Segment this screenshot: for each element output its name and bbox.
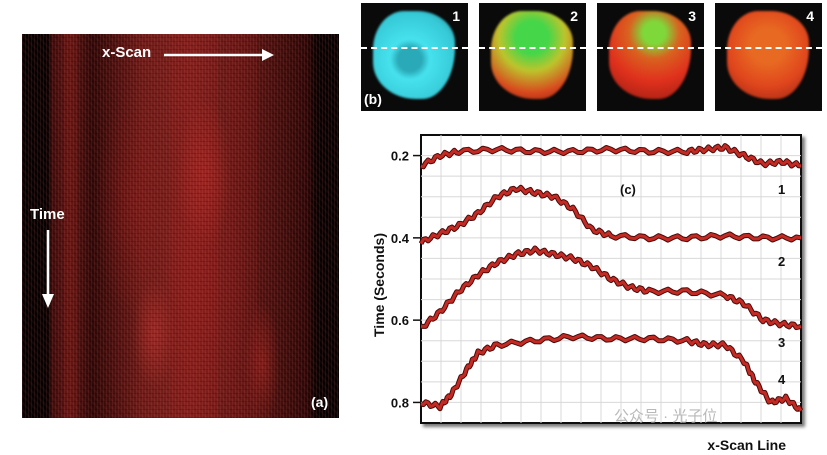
time-arrow-icon xyxy=(42,230,54,308)
series-label: 1 xyxy=(778,182,785,197)
kymograph-band xyxy=(64,34,78,418)
series-line-2 xyxy=(419,185,802,245)
kymograph-band xyxy=(227,34,257,418)
series-line-1 xyxy=(420,144,802,169)
y-tick-label: 0.6 xyxy=(391,313,409,328)
series-label: 4 xyxy=(778,372,786,387)
cell-frame-4: 4 xyxy=(715,3,822,111)
kymograph-band xyxy=(170,34,218,418)
y-tick-label: 0.4 xyxy=(391,231,410,246)
scan-line xyxy=(597,47,704,49)
series-group xyxy=(418,143,804,413)
scan-line xyxy=(361,47,468,49)
scan-line xyxy=(479,47,586,49)
y-axis: 0.2 0.4 0.6 0.8 xyxy=(391,149,421,410)
panel-b-label: (b) xyxy=(364,91,382,107)
x-scan-label: x-Scan xyxy=(102,44,152,61)
cell-frame-1: 1 (b) xyxy=(361,3,468,111)
cell-frame-3: 3 xyxy=(597,3,704,111)
x-scan-arrow-icon xyxy=(164,49,274,61)
frame-number: 4 xyxy=(806,8,814,24)
kymograph-image xyxy=(22,34,339,418)
kymograph-panel: x-Scan Time (a) xyxy=(22,34,339,418)
kymograph-noise xyxy=(22,34,339,418)
frame-number: 2 xyxy=(570,8,578,24)
y-tick-label: 0.8 xyxy=(391,395,409,410)
panel-a-label: (a) xyxy=(311,394,329,410)
series-label: 3 xyxy=(778,335,785,350)
series-labels: 1 2 3 4 xyxy=(778,182,786,387)
frame-number: 3 xyxy=(688,8,696,24)
watermark: 公众号 · 光子位 xyxy=(614,408,718,425)
panel-c-label: (c) xyxy=(620,182,636,197)
cell-image xyxy=(727,11,809,99)
y-axis-title: Time (Seconds) xyxy=(371,233,387,337)
cell-image xyxy=(609,11,691,99)
cell-image xyxy=(491,11,573,99)
cell-image xyxy=(373,11,455,99)
series-line-3 xyxy=(420,246,802,330)
time-label: Time xyxy=(30,206,65,223)
x-axis-title: x-Scan Line xyxy=(707,437,786,453)
series-line-4 xyxy=(420,333,803,412)
cell-frame-2: 2 xyxy=(479,3,586,111)
y-tick-label: 0.2 xyxy=(391,149,409,164)
series-label: 2 xyxy=(778,254,785,269)
frame-number: 1 xyxy=(452,8,460,24)
scan-line xyxy=(715,47,822,49)
